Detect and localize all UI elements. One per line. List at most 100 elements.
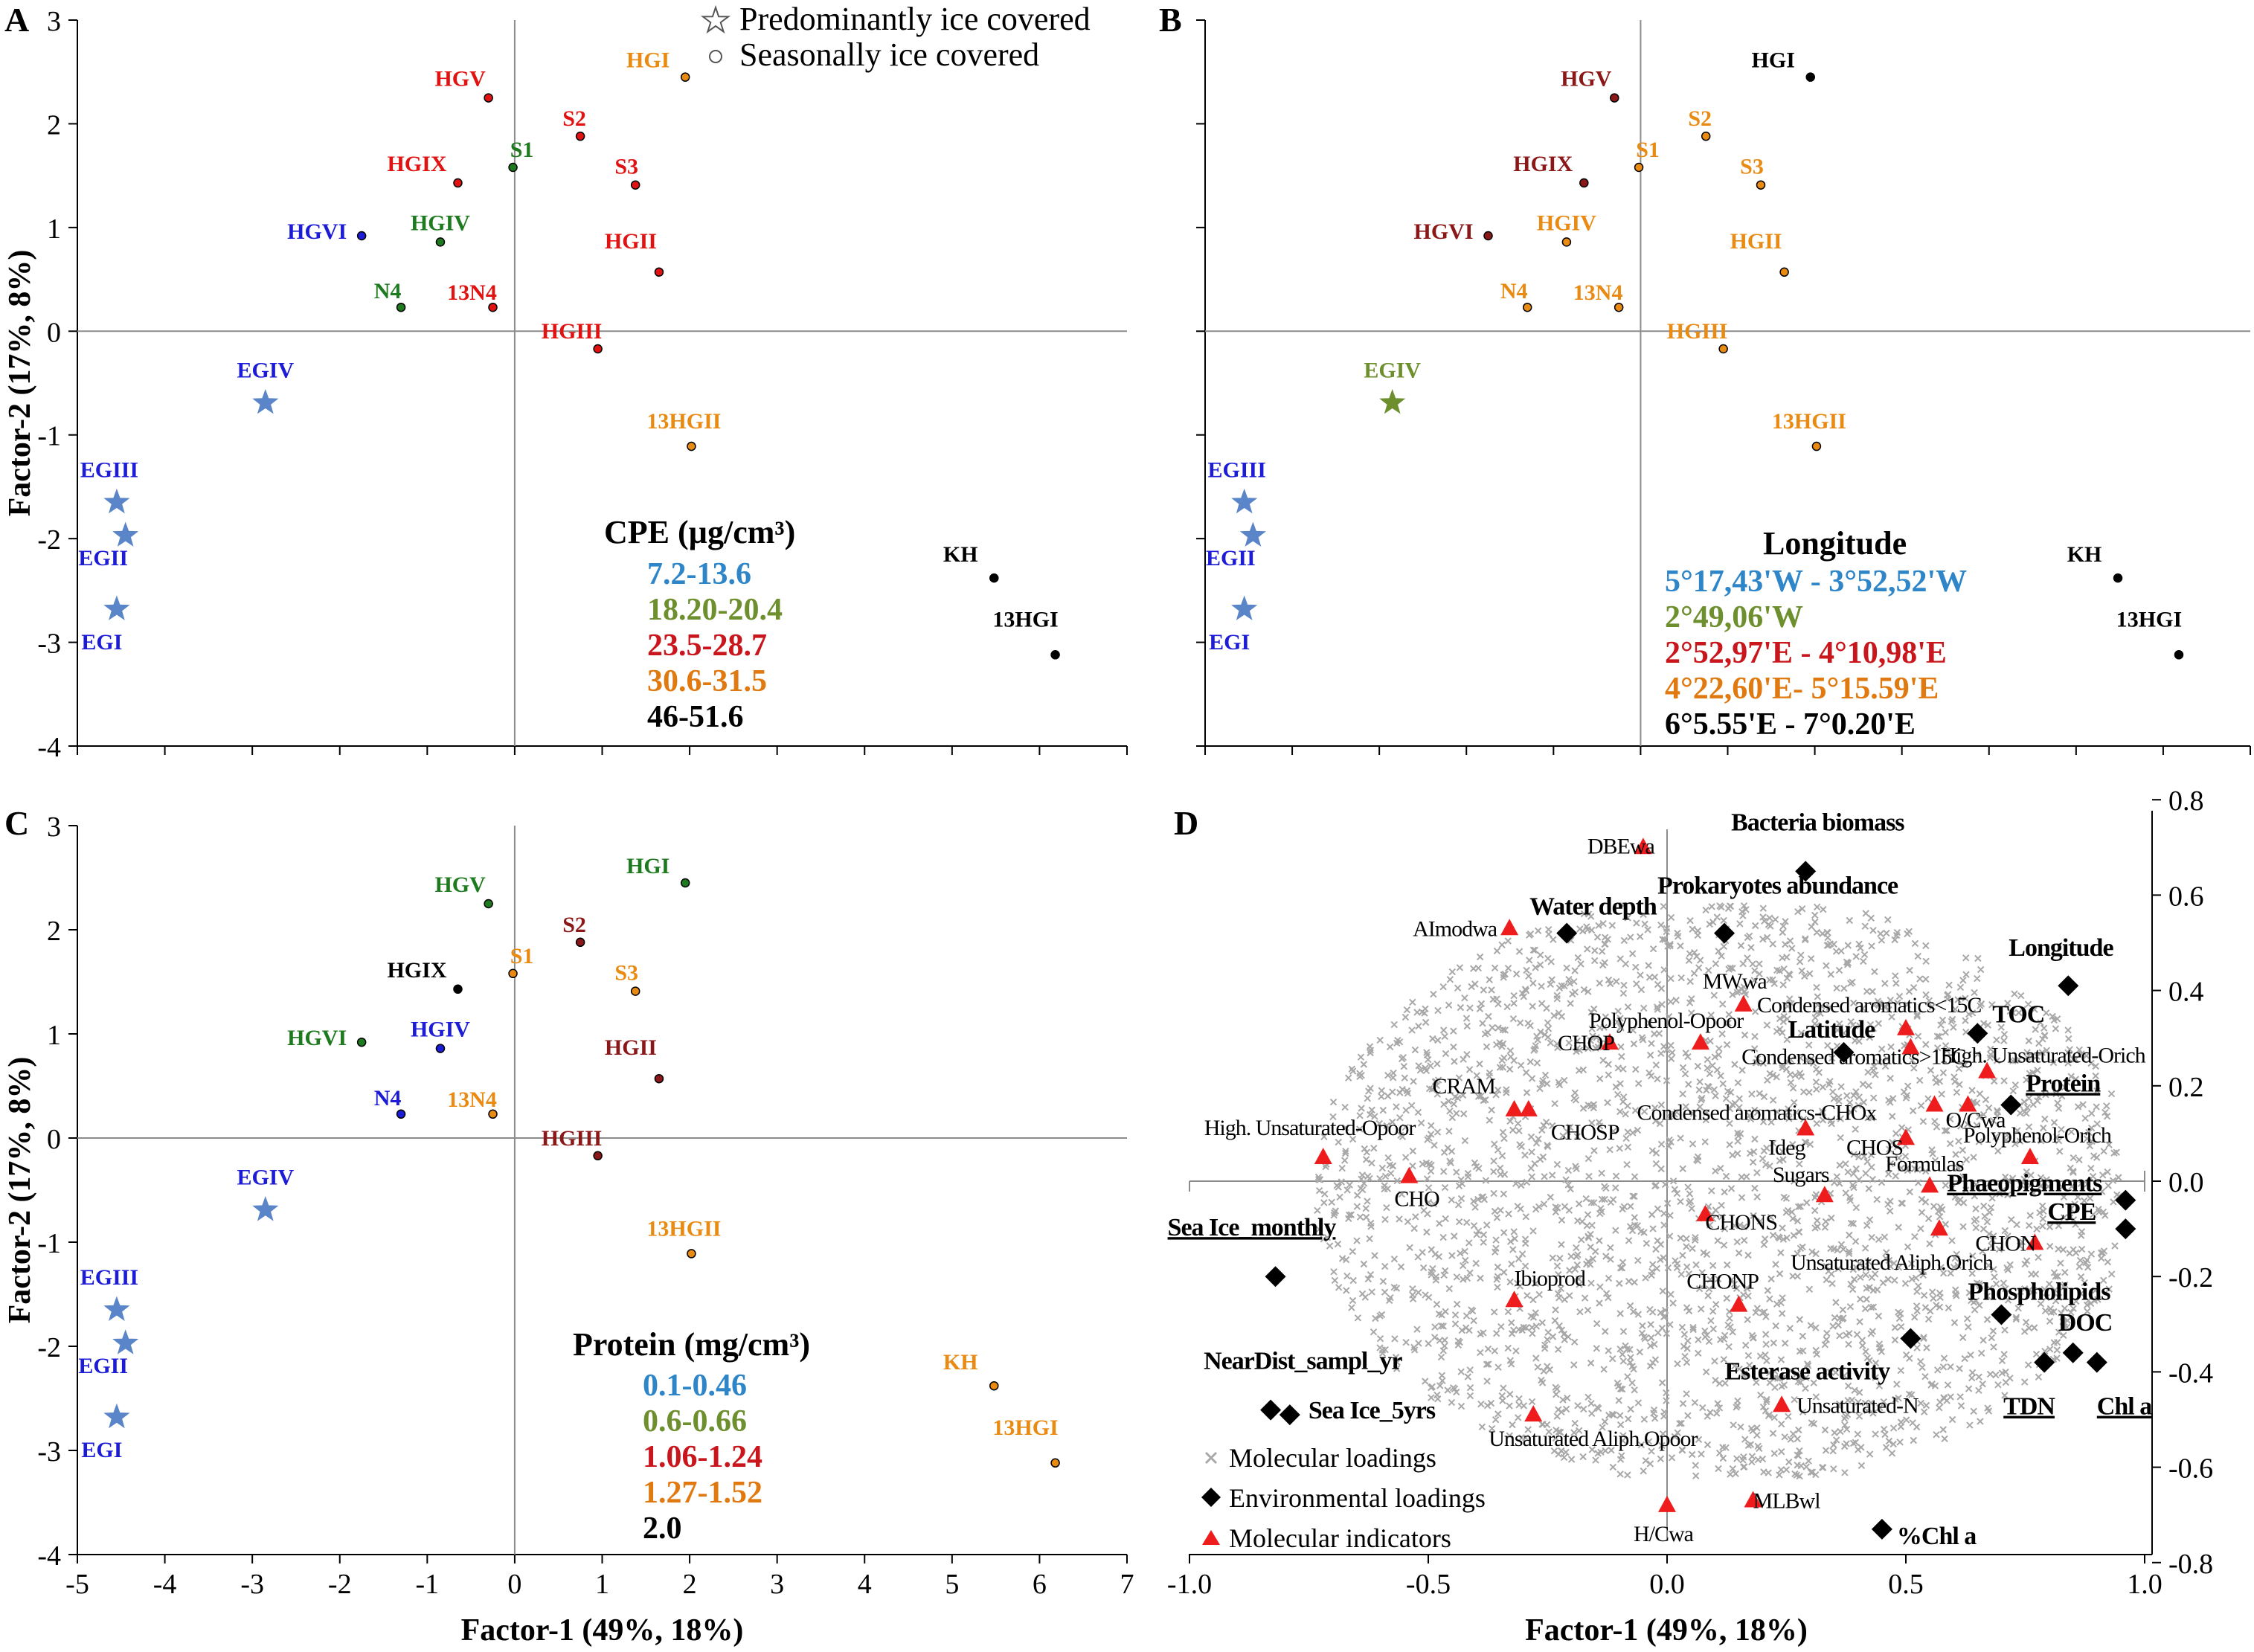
point-label-egii: EGII (78, 1354, 128, 1378)
y-tick-label: 0.0 (2168, 1167, 2204, 1198)
point-label-hgi: HGI (626, 48, 670, 73)
triangle-marker (1978, 1061, 1997, 1079)
environmental-label: TDN (2003, 1393, 2055, 1421)
point-label-egiv: EGIV (1364, 358, 1421, 382)
point-s3 (1756, 180, 1766, 190)
panel-letter-b: B (1159, 1, 1182, 39)
point-hgiv (435, 237, 446, 247)
legend-entry: 2°49,06'W (1665, 600, 1803, 634)
legend-circle-marker (709, 50, 722, 63)
x-tick-label: 1.0 (2127, 1569, 2163, 1600)
point-hgiv (1561, 237, 1572, 247)
triangle-marker (1600, 1033, 1619, 1050)
point-label-s3: S3 (614, 961, 638, 986)
point-label-13hgii: 13HGII (646, 1216, 721, 1241)
legend-star-label: Predominantly ice covered (739, 1, 1091, 37)
point-label-hgv: HGV (434, 67, 486, 91)
point-label-s2: S2 (562, 106, 586, 131)
point-hgv (484, 93, 493, 103)
indicator-label: CRAM (1433, 1074, 1496, 1099)
point-label-s3: S3 (614, 155, 638, 179)
point-13n4 (1614, 302, 1624, 312)
point-label-egiii: EGIII (80, 457, 138, 482)
y-tick-label: -2 (37, 1332, 61, 1363)
point-hgii (654, 267, 664, 277)
panel-letter-d: D (1174, 804, 1198, 842)
point-kh (2113, 573, 2123, 583)
triangle-marker (1744, 1491, 1762, 1508)
x-tick-label: -4 (153, 1569, 177, 1600)
point-n4 (396, 1109, 406, 1119)
y-tick-label: -3 (37, 629, 61, 660)
y-tick-label: -3 (37, 1436, 61, 1468)
x-tick-label: 0.0 (1649, 1569, 1685, 1600)
legend-star-marker (700, 4, 731, 34)
point-kh (989, 573, 999, 583)
indicator-label: CHON (1975, 1231, 2035, 1256)
indicator-label: DBEwa (1587, 834, 1655, 858)
x-tick-label: 0.5 (1888, 1569, 1924, 1600)
diamond-marker (2058, 975, 2079, 997)
triangle-marker (1921, 1176, 1939, 1193)
indicator-label: Polyphenol-Orich (1963, 1123, 2112, 1148)
x-tick-label: -2 (328, 1569, 352, 1600)
point-hgi (1805, 72, 1815, 82)
environmental-label: Protein (2026, 1070, 2101, 1097)
point-label-13n4: 13N4 (447, 280, 497, 305)
point-label-n4: N4 (1500, 279, 1528, 303)
point-label-13hgii: 13HGII (646, 409, 721, 434)
environmental-label: Prokaryotes abundance (1657, 872, 1898, 900)
point-label-egii: EGII (1206, 546, 1256, 571)
point-label-hgiv: HGIV (411, 1018, 470, 1042)
point-label-13n4: 13N4 (1573, 280, 1623, 305)
diamond-marker (2086, 1352, 2107, 1373)
diamond-marker (2115, 1218, 2136, 1240)
point-13hgii (1811, 441, 1822, 451)
environmental-label: Longitude (2009, 934, 2113, 962)
point-label-hgix: HGIX (387, 958, 446, 983)
x-tick-label: -0.5 (1406, 1569, 1451, 1600)
point-s2 (575, 131, 585, 141)
y-tick-label: 0.4 (2168, 977, 2204, 1008)
point-label-s1: S1 (1636, 138, 1660, 162)
environmental-label: Bacteria biomass (1731, 809, 1904, 836)
legend-entry: 1.06-1.24 (643, 1440, 762, 1474)
indicator-label: Ibioprod (1515, 1266, 1586, 1291)
y-tick-label: 0.2 (2168, 1072, 2204, 1103)
y-tick-label: -1 (37, 1228, 61, 1259)
x-tick-label: 2 (683, 1569, 697, 1600)
point-label-hgiv: HGIV (411, 210, 470, 235)
y-axis-title: Factor-2 (17%, 8%) (3, 1057, 37, 1324)
panel-d-plot: 0.8 0.6 0.4 0.2 0.0 -0.2 -0.4 -0.6 -0.8 -1.0 -0.5 0… (1167, 785, 2213, 1648)
triangle-marker (1314, 1147, 1332, 1164)
indicator-label: High. Unsaturated-Opoor (1204, 1116, 1416, 1140)
star-marker-egiv (252, 389, 279, 414)
x-tick-label: 3 (770, 1569, 784, 1600)
point-label-hgv: HGV (1561, 67, 1612, 91)
point-label-hgix: HGIX (1513, 152, 1573, 176)
panel-letter-a: A (4, 1, 29, 39)
point-label-hgi: HGI (1752, 48, 1795, 73)
point-label-hgvi: HGVI (287, 219, 347, 244)
panel-a-plot: -4 -3 -2 -1 0 1 2 3 Factor-2 (17%, 8%) HGV HGI S2 S1… (3, 1, 1128, 763)
legend-title: Longitude (1763, 525, 1907, 562)
star-marker-egi (103, 1403, 130, 1429)
environmental-label: Phospholipids (1968, 1278, 2110, 1305)
point-hgix (1579, 178, 1589, 188)
legend-entry: 30.6-31.5 (647, 664, 767, 698)
point-label-13hgii: 13HGII (1772, 409, 1846, 434)
y-tick-label: 1 (47, 213, 61, 245)
environmental-label: %Chl a (1897, 1523, 1977, 1550)
legend-entry: 2.0 (643, 1511, 682, 1546)
x-tick-label: -1 (416, 1569, 440, 1600)
diamond-marker (1556, 922, 1578, 944)
point-label-s1: S1 (510, 138, 534, 162)
triangle-marker (1773, 1395, 1791, 1412)
diamond-marker (1279, 1404, 1300, 1426)
point-label-egi: EGI (81, 630, 122, 655)
triangle-marker (1691, 1033, 1709, 1050)
point-hgix (453, 178, 463, 188)
star-marker-egiii (103, 488, 130, 514)
environmental-label: Sea Ice_monthly (1168, 1214, 1337, 1241)
indicator-label: Unsaturated Aliph.Orich (1791, 1250, 1994, 1275)
